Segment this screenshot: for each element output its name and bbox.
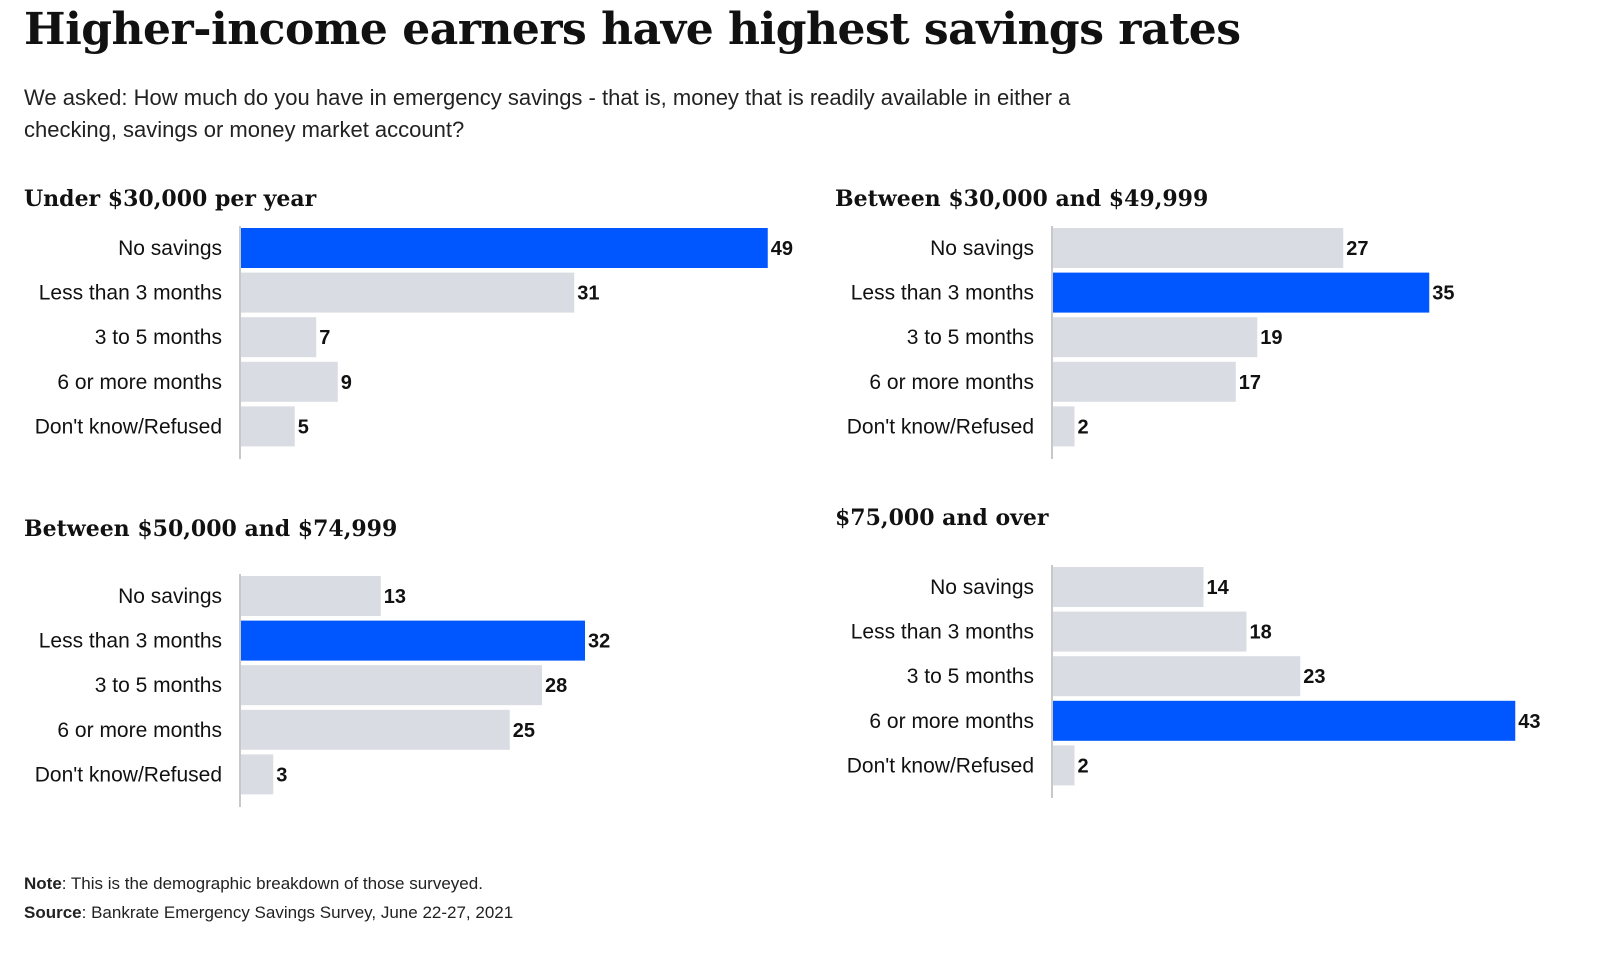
value-label: 9 <box>341 372 352 394</box>
value-label: 43 <box>1518 711 1540 733</box>
category-label: No savings <box>930 237 1034 260</box>
category-label: 6 or more months <box>57 371 222 394</box>
bar-highlighted <box>1053 272 1430 313</box>
category-label: 3 to 5 months <box>95 326 222 349</box>
category-label: No savings <box>118 585 222 608</box>
footnote-note: Note: This is the demographic breakdown … <box>24 874 483 894</box>
bar <box>1053 361 1236 402</box>
note-label: Note <box>24 874 62 893</box>
chart-subtitle: We asked: How much do you have in emerge… <box>24 85 1071 142</box>
source-label: Source <box>24 903 82 922</box>
panel-title: Under $30,000 per year <box>24 186 317 212</box>
bar-chart-under-30k: No savings 49 Less than 3 months 31 3 to 5 m… <box>35 226 793 459</box>
bar <box>1053 611 1247 652</box>
bar-chart-30k-49k: No savings 27 Less than 3 months 35 3 to 5 m… <box>847 226 1455 459</box>
value-label: 25 <box>513 720 535 742</box>
panel-title: Between $50,000 and $74,999 <box>24 516 398 542</box>
category-label: 6 or more months <box>869 371 1034 394</box>
category-label: Don't know/Refused <box>847 415 1034 438</box>
value-label: 27 <box>1346 238 1368 260</box>
bar <box>1053 228 1344 268</box>
bar <box>1053 317 1258 358</box>
bar <box>241 272 575 313</box>
category-label: Don't know/Refused <box>847 754 1034 777</box>
chart-panel-30k-49k: Between $30,000 and $49,999 No savings 27… <box>832 186 1592 506</box>
chart-panel-75k-plus: $75,000 and over No savings 14 Less than 3… <box>832 505 1592 825</box>
panel-title: $75,000 and over <box>835 505 1049 531</box>
category-label: Less than 3 months <box>851 621 1034 644</box>
bar-chart-50k-74k: No savings 13 Less than 3 months 32 3 to 5 m… <box>35 574 610 807</box>
value-label: 19 <box>1260 327 1282 349</box>
value-label: 49 <box>771 238 793 260</box>
bar <box>241 576 381 616</box>
value-label: 7 <box>319 327 330 349</box>
value-label: 28 <box>545 675 567 697</box>
value-label: 13 <box>384 586 406 608</box>
value-label: 2 <box>1078 755 1089 777</box>
value-label: 32 <box>588 631 610 653</box>
category-label: 3 to 5 months <box>95 674 222 697</box>
bar <box>1053 745 1075 786</box>
chart-panel-under-30k: Under $30,000 per year No savings 49 Less … <box>20 186 793 506</box>
category-label: 6 or more months <box>57 719 222 742</box>
bar-chart-75k-plus: No savings 14 Less than 3 months 18 3 to 5 m… <box>847 565 1541 798</box>
value-label: 5 <box>298 416 309 438</box>
category-label: 3 to 5 months <box>907 665 1034 688</box>
bar <box>1053 567 1204 607</box>
bar-highlighted <box>241 228 768 268</box>
category-label: Less than 3 months <box>851 282 1034 305</box>
category-label: Less than 3 months <box>39 282 222 305</box>
footnote-source: Source: Bankrate Emergency Savings Surve… <box>24 903 513 923</box>
category-label: Don't know/Refused <box>35 415 222 438</box>
bar <box>241 665 542 706</box>
value-label: 35 <box>1432 283 1454 305</box>
chart-title: Higher-income earners have highest savin… <box>24 4 1241 55</box>
panel-title: Between $30,000 and $49,999 <box>835 186 1209 212</box>
bar <box>241 317 317 358</box>
category-label: No savings <box>118 237 222 260</box>
bar-highlighted <box>1053 700 1516 741</box>
value-label: 3 <box>276 764 287 786</box>
bar <box>241 406 295 447</box>
source-text: : Bankrate Emergency Savings Survey, Jun… <box>81 903 514 922</box>
chart-panel-50k-74k: Between $50,000 and $74,999 No savings 13… <box>20 516 780 836</box>
value-label: 2 <box>1078 416 1089 438</box>
category-label: Don't know/Refused <box>35 763 222 786</box>
bar <box>1053 656 1301 697</box>
bar <box>241 361 338 402</box>
note-text: : This is the demographic breakdown of t… <box>61 874 483 893</box>
category-label: No savings <box>930 576 1034 599</box>
category-label: 6 or more months <box>869 710 1034 733</box>
bar <box>241 754 274 795</box>
value-label: 17 <box>1239 372 1261 394</box>
bar-highlighted <box>241 620 585 661</box>
category-label: 3 to 5 months <box>907 326 1034 349</box>
value-label: 31 <box>577 283 599 305</box>
value-label: 18 <box>1250 622 1272 644</box>
value-label: 23 <box>1303 666 1325 688</box>
value-label: 14 <box>1207 577 1230 599</box>
bar <box>1053 406 1075 447</box>
category-label: Less than 3 months <box>39 630 222 653</box>
bar <box>241 709 510 750</box>
